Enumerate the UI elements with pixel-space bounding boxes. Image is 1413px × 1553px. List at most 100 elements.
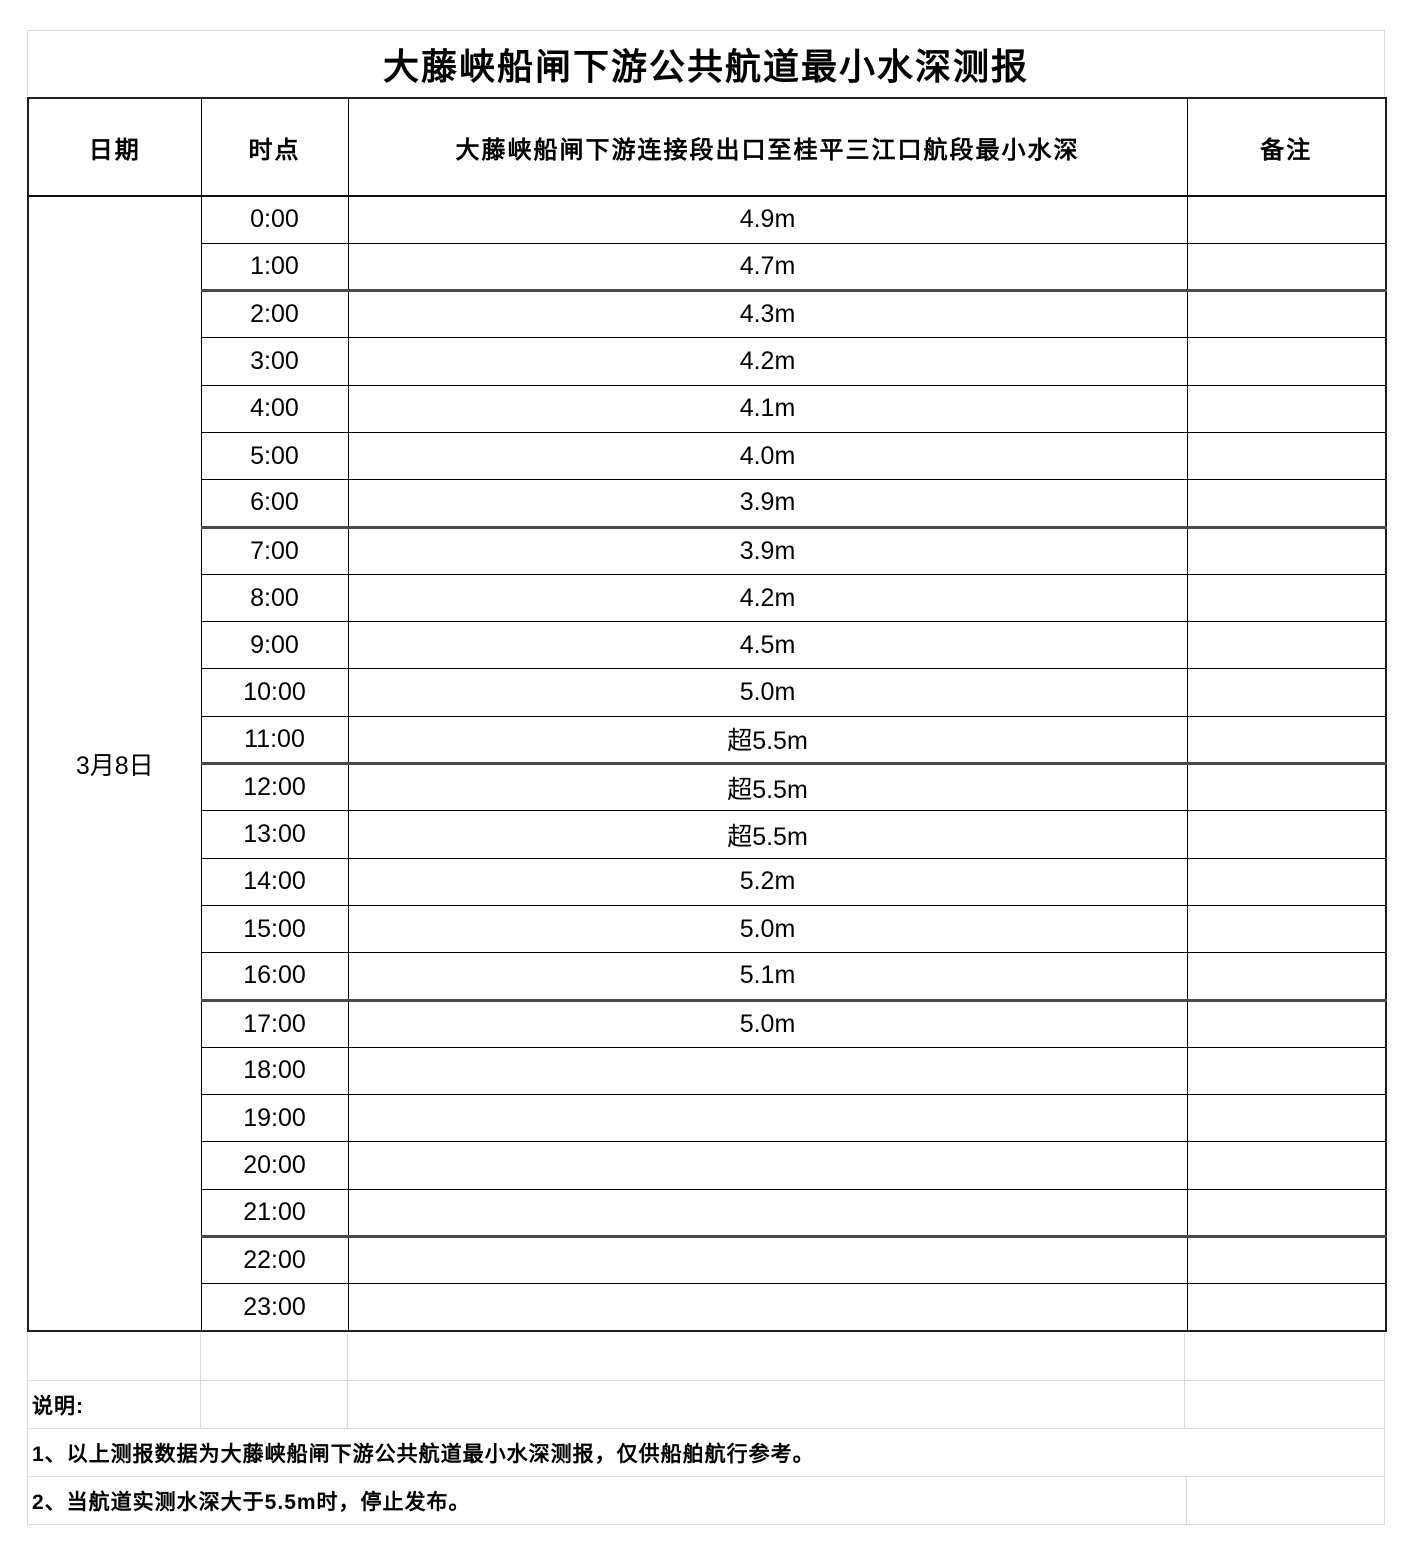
header-remark: 备注 (1186, 97, 1387, 197)
depth-cell (347, 1188, 1188, 1238)
depth-cell: 4.0m (347, 431, 1188, 481)
footer-grid: 说明: 1、以上测报数据为大藤峡船闸下游公共航道最小水深测报，仅供船舶航行参考。… (27, 1333, 1385, 1525)
depth-cell (347, 1094, 1188, 1143)
time-cell: 21:00 (200, 1188, 349, 1238)
time-cell: 13:00 (200, 810, 349, 859)
time-cell: 16:00 (200, 952, 349, 1001)
table-row: 8:00 4.2m (28, 573, 1387, 623)
depth-cell: 超5.5m (347, 810, 1188, 859)
remark-cell (1186, 1235, 1387, 1285)
empty-cell (1187, 1477, 1384, 1524)
empty-cell (1185, 1333, 1384, 1380)
footer-note-row: 2、当航道实测水深大于5.5m时，停止发布。 (27, 1477, 1385, 1525)
depth-cell (347, 1141, 1188, 1190)
footer-note-row: 1、以上测报数据为大藤峡船闸下游公共航道最小水深测报，仅供船舶航行参考。 (27, 1429, 1385, 1477)
time-cell: 6:00 (200, 479, 349, 528)
table-row: 15:00 5.0m (28, 904, 1387, 954)
depth-cell (347, 1046, 1188, 1096)
time-cell: 11:00 (200, 715, 349, 765)
time-cell: 9:00 (200, 621, 349, 670)
table-row: 3月8日 0:00 4.9m (27, 195, 1387, 1332)
remark-cell (1186, 715, 1387, 765)
remark-cell (1186, 904, 1387, 954)
table-row: 21:00 (28, 1188, 1387, 1238)
remark-cell (1186, 337, 1387, 386)
remark-cell (1186, 998, 1387, 1048)
table-row: 11:00 超5.5m (28, 715, 1387, 765)
remark-cell (1186, 431, 1387, 481)
table-row: 3:00 4.2m (28, 337, 1387, 386)
time-cell: 18:00 (200, 1046, 349, 1096)
footer-label-row: 说明: (27, 1381, 1385, 1429)
depth-cell: 5.0m (347, 668, 1188, 717)
empty-cell (201, 1381, 348, 1428)
empty-cell (348, 1381, 1186, 1428)
empty-cell (348, 1333, 1186, 1380)
depth-cell: 4.2m (347, 337, 1188, 386)
time-cell: 1:00 (200, 242, 349, 292)
table-row: 7:00 3.9m (28, 525, 1387, 575)
remark-cell (1186, 195, 1387, 244)
depth-cell: 超5.5m (347, 762, 1188, 812)
footer-label-cell: 说明: (28, 1381, 201, 1428)
table-row: 19:00 (28, 1094, 1387, 1143)
table-row: 13:00 超5.5m (28, 810, 1387, 859)
depth-cell: 4.5m (347, 621, 1188, 670)
table-row: 2:00 4.3m (28, 289, 1387, 339)
remark-cell (1186, 1188, 1387, 1238)
table-row: 10:00 5.0m (28, 668, 1387, 717)
depth-cell: 4.2m (347, 573, 1188, 623)
footer-note-cell: 1、以上测报数据为大藤峡船闸下游公共航道最小水深测报，仅供船舶航行参考。 (28, 1429, 1384, 1476)
depth-cell: 4.7m (347, 242, 1188, 292)
time-cell: 15:00 (200, 904, 349, 954)
remark-cell (1186, 573, 1387, 623)
table-row: 4:00 4.1m (28, 384, 1387, 433)
time-cell: 10:00 (200, 668, 349, 717)
time-cell: 7:00 (200, 525, 349, 575)
report-title: 大藤峡船闸下游公共航道最小水深测报 (27, 30, 1385, 96)
depth-table-header: 日期 时点 大藤峡船闸下游连接段出口至桂平三江口航段最小水深 备注 (27, 97, 1387, 197)
header-time: 时点 (200, 97, 349, 197)
remark-cell (1186, 289, 1387, 339)
table-row: 20:00 (28, 1141, 1387, 1190)
remark-cell (1186, 857, 1387, 906)
time-cell: 4:00 (200, 384, 349, 433)
remark-cell (1186, 242, 1387, 292)
header-date: 日期 (27, 97, 202, 197)
time-cell: 5:00 (200, 431, 349, 481)
header-depth: 大藤峡船闸下游连接段出口至桂平三江口航段最小水深 (347, 97, 1188, 197)
depth-table: 日期 时点 大藤峡船闸下游连接段出口至桂平三江口航段最小水深 备注 3月8日 0:… (27, 97, 1387, 1333)
time-cell: 22:00 (200, 1235, 349, 1285)
remark-cell (1186, 1046, 1387, 1096)
footer-note-2: 2、当航道实测水深大于5.5m时，停止发布。 (32, 1490, 471, 1514)
remark-cell (1186, 1283, 1387, 1332)
depth-cell: 5.1m (347, 952, 1188, 1001)
table-row: 17:00 5.0m (28, 998, 1387, 1048)
depth-cell: 3.9m (347, 479, 1188, 528)
depth-cell: 5.0m (347, 998, 1188, 1048)
table-row: 22:00 (28, 1235, 1387, 1285)
time-cell: 8:00 (200, 573, 349, 623)
empty-cell (1185, 1381, 1384, 1428)
time-cell: 2:00 (200, 289, 349, 339)
header-row: 日期 时点 大藤峡船闸下游连接段出口至桂平三江口航段最小水深 备注 (27, 97, 1387, 197)
remark-cell (1186, 621, 1387, 670)
date-cell: 3月8日 (27, 195, 202, 1332)
footer-empty-row (27, 1333, 1385, 1381)
empty-cell (201, 1333, 348, 1380)
time-cell: 23:00 (200, 1283, 349, 1332)
remark-cell (1186, 1094, 1387, 1143)
time-cell: 14:00 (200, 857, 349, 906)
depth-cell (347, 1283, 1188, 1332)
depth-cell: 超5.5m (347, 715, 1188, 765)
table-row: 18:00 (28, 1046, 1387, 1096)
remark-cell (1186, 668, 1387, 717)
remark-cell (1186, 762, 1387, 812)
remark-cell (1186, 810, 1387, 859)
time-cell: 3:00 (200, 337, 349, 386)
depth-table-body: 3月8日 0:00 4.9m 1:00 4.7m 2:00 4.3m 3:00 4.2m 4:00… (27, 195, 1387, 1332)
time-cell: 0:00 (200, 195, 349, 244)
table-row: 16:00 5.1m (28, 952, 1387, 1001)
depth-cell: 5.0m (347, 904, 1188, 954)
